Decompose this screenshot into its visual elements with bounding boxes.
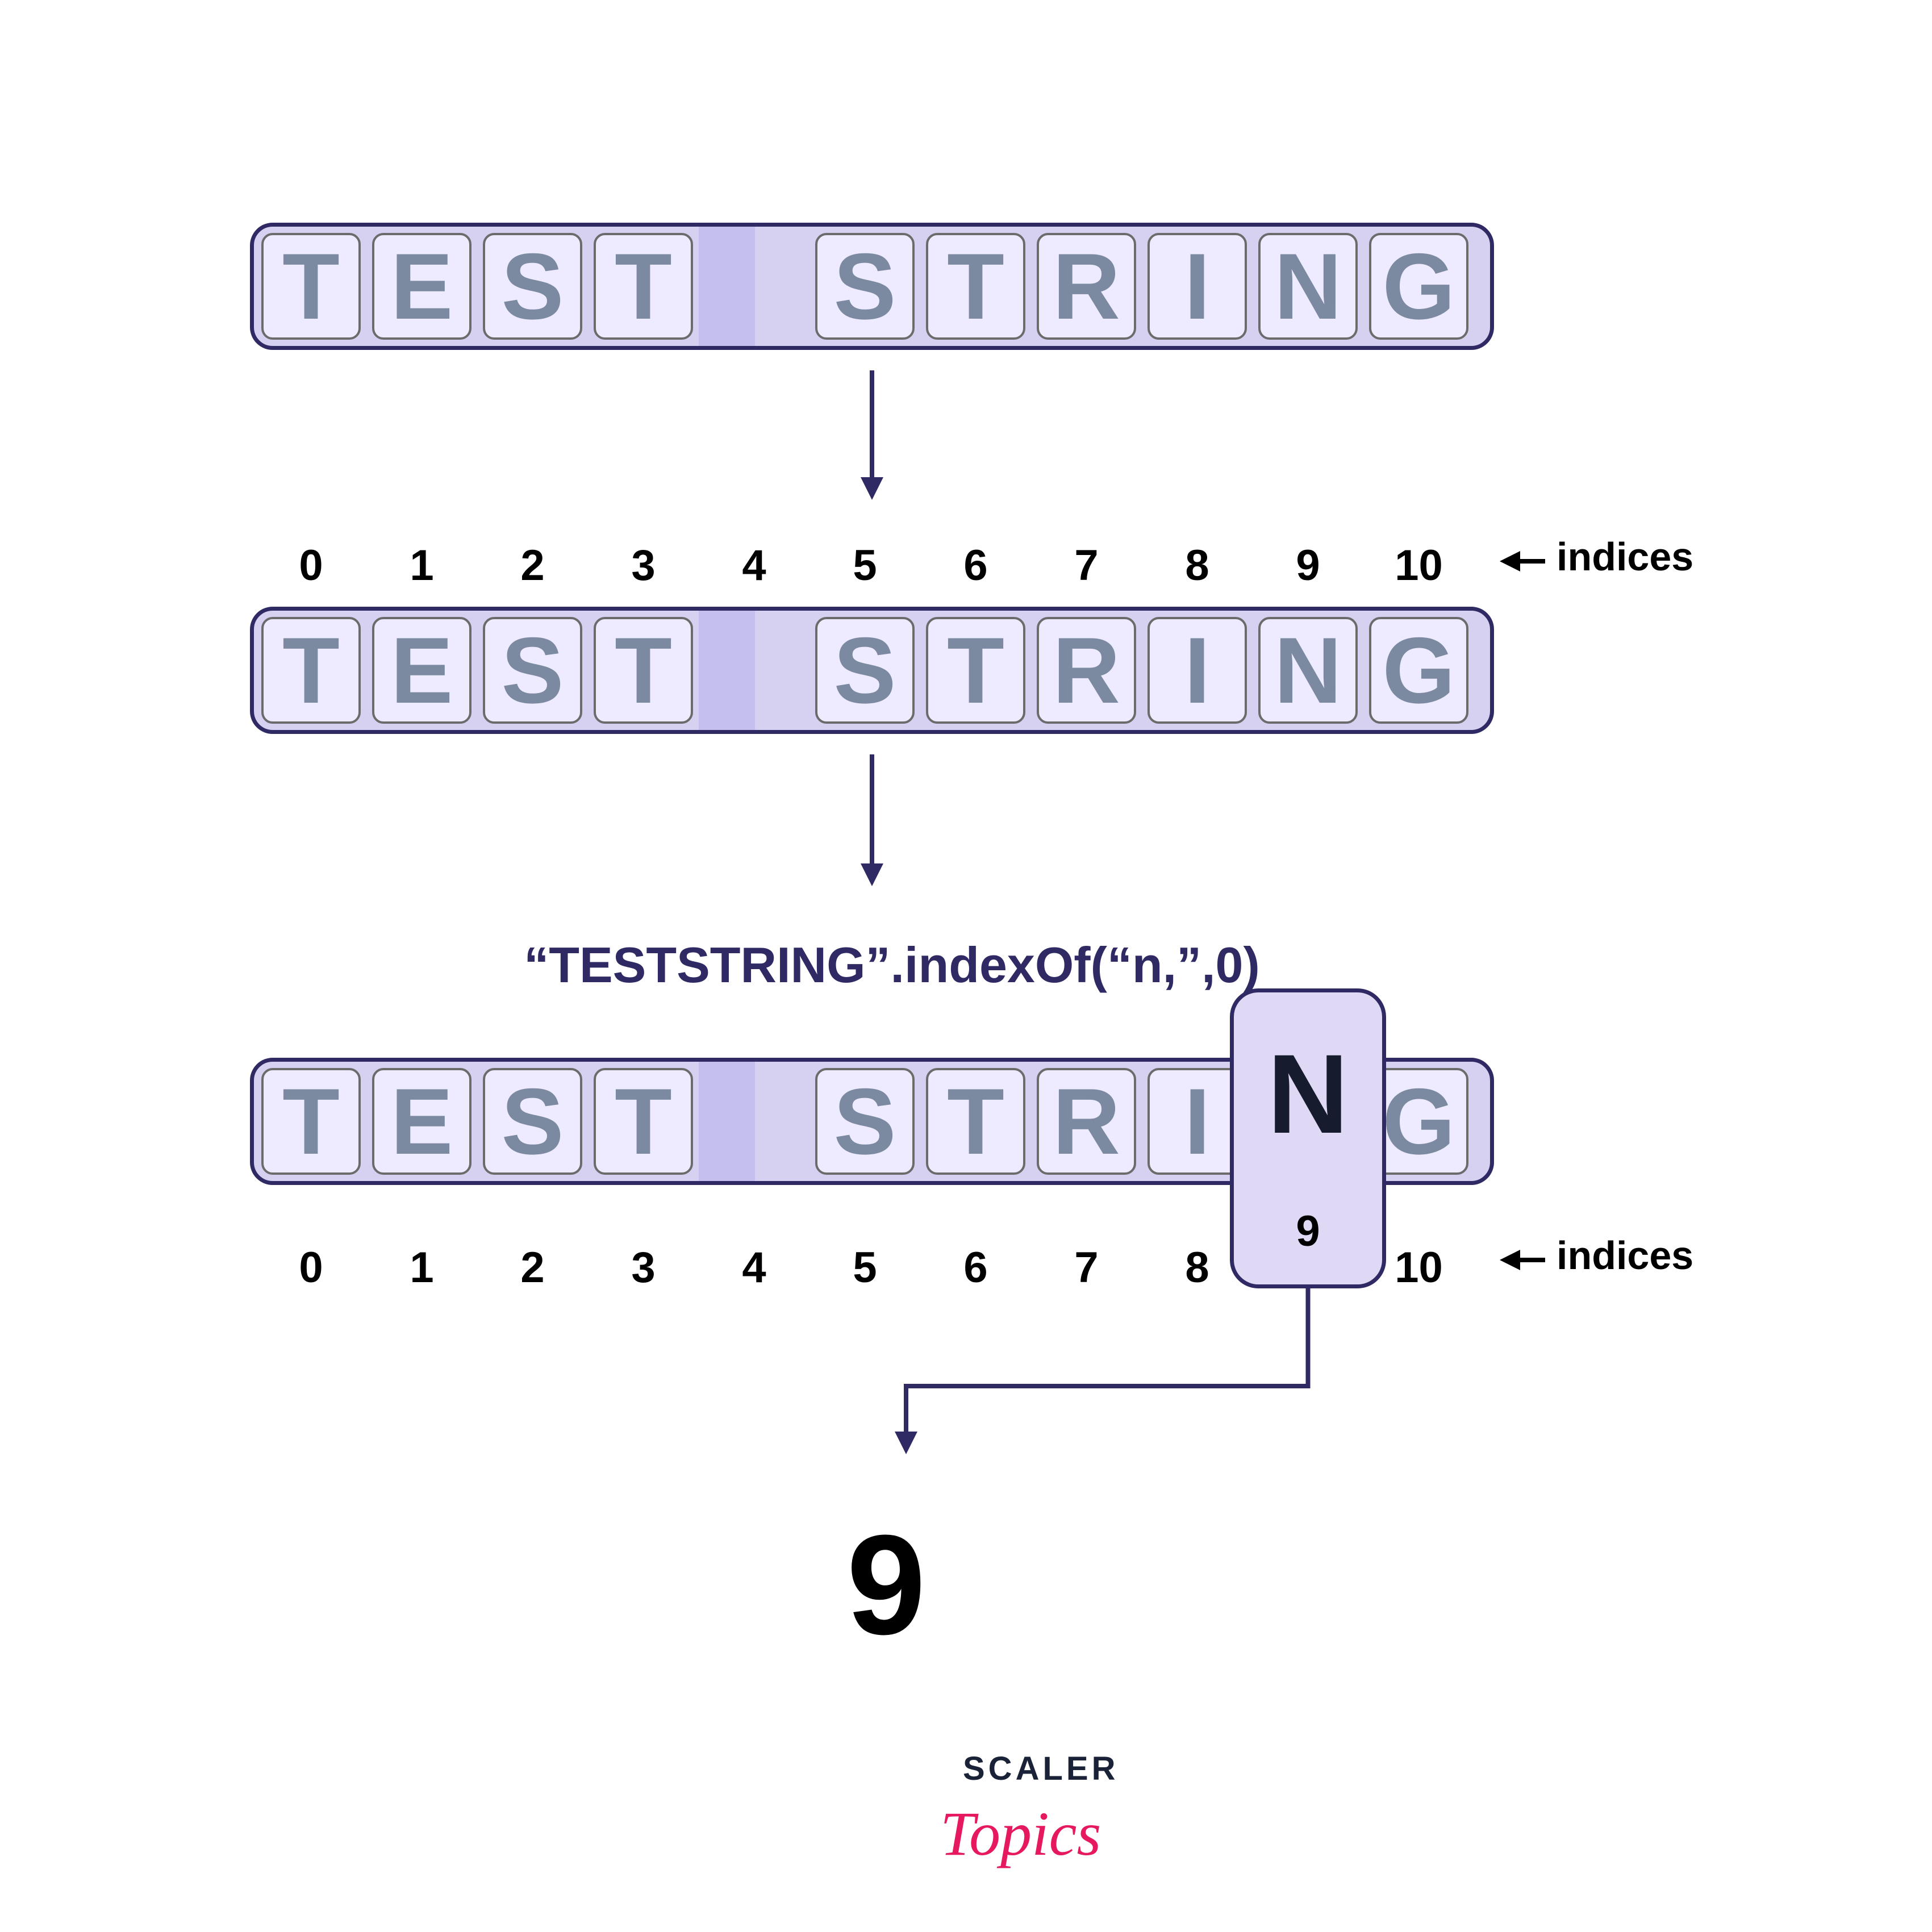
char-cell: S xyxy=(483,1068,582,1175)
gap-cell xyxy=(699,611,755,730)
char-letter: I xyxy=(1184,624,1211,717)
index-label: 4 xyxy=(742,541,766,590)
char-cell: R xyxy=(1037,617,1136,724)
char-letter: S xyxy=(833,1075,896,1169)
char-cell: S xyxy=(815,233,915,340)
char-cell: S xyxy=(483,233,582,340)
char-cell: T xyxy=(261,617,361,724)
char-cell: T xyxy=(261,233,361,340)
char-cell: T xyxy=(926,233,1025,340)
char-letter: I xyxy=(1184,1075,1211,1169)
index-label: 3 xyxy=(631,1243,655,1292)
char-letter: S xyxy=(833,624,896,717)
code-expression: “TESTSTRING”.indexOf(“n,”,0) xyxy=(524,936,1260,994)
index-label: 8 xyxy=(1185,1243,1209,1292)
char-letter: G xyxy=(1382,240,1455,333)
index-label: 6 xyxy=(963,1243,987,1292)
char-cell: T xyxy=(926,1068,1025,1175)
char-letter: T xyxy=(947,1075,1004,1169)
char-letter: T xyxy=(615,1075,672,1169)
logo-bottom: Topics xyxy=(940,1798,1101,1870)
char-cell: T xyxy=(594,233,693,340)
char-cell: T xyxy=(261,1068,361,1175)
char-cell: G xyxy=(1369,617,1468,724)
logo-top: SCALER xyxy=(963,1750,1119,1788)
char-letter: S xyxy=(501,1075,564,1169)
char-cell: T xyxy=(594,1068,693,1175)
indices-text: indices xyxy=(1557,1233,1693,1278)
char-letter: T xyxy=(282,1075,340,1169)
char-letter: R xyxy=(1053,624,1120,717)
index-label: 5 xyxy=(853,1243,877,1292)
char-cell: S xyxy=(483,617,582,724)
index-label: 8 xyxy=(1185,541,1209,590)
index-label: 9 xyxy=(1296,541,1320,590)
char-letter: I xyxy=(1184,240,1211,333)
index-label: 0 xyxy=(299,1243,323,1292)
highlight-letter: N xyxy=(1267,1038,1349,1150)
char-letter: T xyxy=(282,240,340,333)
char-cell: R xyxy=(1037,1068,1136,1175)
index-label: 1 xyxy=(410,541,433,590)
char-letter: S xyxy=(501,240,564,333)
index-label: 10 xyxy=(1395,541,1443,590)
highlight-index: 9 xyxy=(1234,1207,1382,1256)
char-letter: S xyxy=(501,624,564,717)
result-value: 9 xyxy=(846,1514,925,1656)
char-cell: I xyxy=(1147,233,1247,340)
char-cell: N xyxy=(1258,617,1358,724)
char-cell: E xyxy=(372,233,471,340)
char-letter: N xyxy=(1274,624,1342,717)
char-letter: T xyxy=(615,240,672,333)
char-letter: E xyxy=(390,1075,453,1169)
char-letter: G xyxy=(1382,1075,1455,1169)
char-letter: E xyxy=(390,624,453,717)
char-cell: E xyxy=(372,1068,471,1175)
char-letter: T xyxy=(947,624,1004,717)
char-cell: S xyxy=(815,1068,915,1175)
char-letter: G xyxy=(1382,624,1455,717)
char-letter: T xyxy=(615,624,672,717)
index-label: 3 xyxy=(631,541,655,590)
char-cell: I xyxy=(1147,617,1247,724)
index-label: 0 xyxy=(299,541,323,590)
char-letter: S xyxy=(833,240,896,333)
char-cell: N xyxy=(1258,233,1358,340)
char-cell: T xyxy=(926,617,1025,724)
char-letter: T xyxy=(947,240,1004,333)
char-cell: G xyxy=(1369,233,1468,340)
gap-cell xyxy=(699,1062,755,1181)
gap-cell xyxy=(699,227,755,346)
char-cell: R xyxy=(1037,233,1136,340)
char-letter: R xyxy=(1053,240,1120,333)
highlight-cell: N9 xyxy=(1230,988,1386,1288)
char-letter: T xyxy=(282,624,340,717)
char-cell: S xyxy=(815,617,915,724)
char-letter: R xyxy=(1053,1075,1120,1169)
index-label: 7 xyxy=(1074,1243,1098,1292)
index-label: 4 xyxy=(742,1243,766,1292)
index-label: 2 xyxy=(520,541,544,590)
index-label: 5 xyxy=(853,541,877,590)
index-label: 2 xyxy=(520,1243,544,1292)
char-cell: T xyxy=(594,617,693,724)
char-letter: N xyxy=(1274,240,1342,333)
char-letter: E xyxy=(390,240,453,333)
index-label: 1 xyxy=(410,1243,433,1292)
index-label: 6 xyxy=(963,541,987,590)
index-label: 10 xyxy=(1395,1243,1443,1292)
indices-text: indices xyxy=(1557,534,1693,579)
index-label: 7 xyxy=(1074,541,1098,590)
char-cell: E xyxy=(372,617,471,724)
